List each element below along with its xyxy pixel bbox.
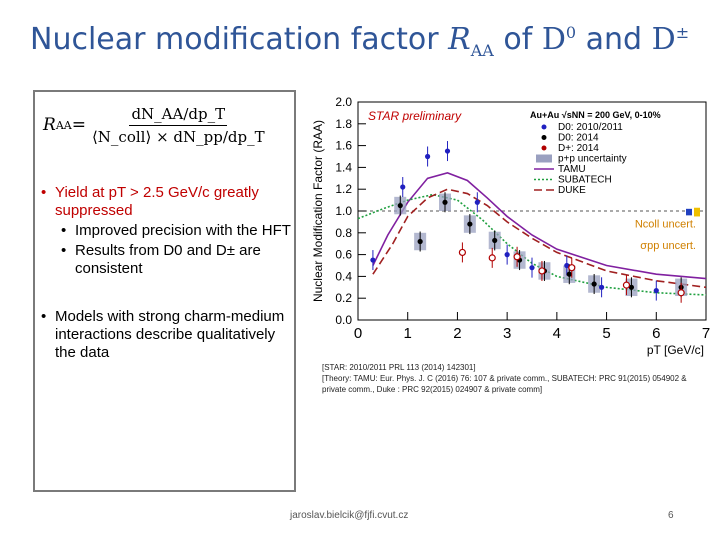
y-tick-label: 0.8 bbox=[335, 226, 352, 240]
spp-uncert-label: σpp uncert. bbox=[640, 240, 696, 252]
data-point-dplus bbox=[488, 254, 496, 262]
bullet-suppression: Yield at pT > 2.5 GeV/c greatly suppress… bbox=[41, 184, 293, 220]
ref-star: [STAR: 2010/2011 PRL 113 (2014) 142301] bbox=[322, 363, 476, 372]
bullet-list: Yield at pT > 2.5 GeV/c greatly suppress… bbox=[41, 184, 293, 362]
data-point-dplus bbox=[677, 289, 685, 297]
y-tick-label: 2.0 bbox=[335, 95, 352, 109]
y-tick-label: 1.8 bbox=[335, 117, 352, 131]
data-point-d0-2014 bbox=[566, 271, 572, 277]
y-tick-label: 0.0 bbox=[335, 313, 352, 327]
system-label: Au+Au √sNN = 200 GeV, 0-10% bbox=[530, 110, 661, 120]
x-tick-label: 4 bbox=[553, 325, 561, 342]
content-box: RAA = dN_AA/dp_T ⟨N_coll⟩ × dN_pp/dp_T Y… bbox=[33, 90, 296, 492]
y-tick-label: 0.4 bbox=[335, 269, 352, 283]
data-point-d0-2010 bbox=[474, 199, 480, 205]
title-r: R bbox=[448, 22, 471, 57]
data-point-d0-2010 bbox=[400, 184, 406, 190]
formula-eq: = bbox=[71, 115, 86, 135]
formula-fraction: dN_AA/dp_T ⟨N_coll⟩ × dN_pp/dp_T bbox=[92, 105, 265, 146]
data-point-dplus bbox=[622, 281, 631, 289]
data-point-d0-2010 bbox=[425, 153, 431, 160]
formula-lhs-sub: AA bbox=[55, 118, 72, 132]
legend-label: D0: 2014 bbox=[558, 133, 599, 144]
legend-label: p+p uncertainty bbox=[558, 154, 627, 165]
data-point-d0-2014 bbox=[442, 199, 448, 205]
bullet-models: Models with strong charm-medium interact… bbox=[41, 308, 293, 362]
y-tick-label: 1.0 bbox=[335, 204, 352, 218]
title-r-sub: AA bbox=[470, 41, 494, 60]
data-point-d0-2014 bbox=[492, 237, 498, 244]
title-prefix: Nuclear modification factor bbox=[30, 22, 449, 57]
slide-title: Nuclear modification factor RAA of D0 an… bbox=[30, 22, 710, 82]
data-point-d0-2014 bbox=[397, 202, 403, 209]
legend-marker bbox=[541, 145, 547, 151]
y-tick-label: 0.6 bbox=[335, 248, 352, 262]
references: [STAR: 2010/2011 PRL 113 (2014) 142301] … bbox=[322, 362, 702, 395]
data-point-d0-2010 bbox=[504, 252, 510, 258]
spp-bar bbox=[694, 207, 700, 217]
y-tick-label: 1.4 bbox=[335, 160, 352, 174]
data-point-dplus bbox=[568, 264, 576, 272]
page-number: 6 bbox=[668, 510, 674, 521]
x-tick-label: 3 bbox=[503, 325, 511, 342]
legend-label: SUBATECH bbox=[558, 175, 612, 186]
data-point-d0-2010 bbox=[370, 257, 376, 263]
data-point-d0-2010 bbox=[653, 287, 659, 294]
y-tick-label: 1.6 bbox=[335, 139, 352, 153]
legend-marker bbox=[541, 124, 547, 130]
data-point-dplus bbox=[513, 253, 521, 261]
y-tick-label: 1.2 bbox=[335, 182, 352, 196]
legend-box bbox=[536, 154, 552, 163]
x-tick-label: 0 bbox=[354, 325, 362, 342]
data-point-d0-2014 bbox=[628, 284, 635, 290]
data-point-d0-2010 bbox=[599, 284, 605, 290]
title-and: and bbox=[576, 22, 652, 57]
data-point-d0-2014 bbox=[467, 221, 473, 227]
title-d0-sup: 0 bbox=[565, 23, 577, 42]
legend-marker bbox=[541, 135, 547, 140]
raa-chart: 0 1 2 3 4 5 6 7 0.0 0.2 0.4 0.6 0.8 1.0 1.2 1.4 1.6 1.8 2.… bbox=[311, 95, 710, 357]
x-axis-label: pT [GeV/c] bbox=[647, 343, 704, 357]
model-duke bbox=[372, 188, 707, 289]
formula-denominator: ⟨N_coll⟩ × dN_pp/dp_T bbox=[91, 127, 265, 146]
data-point-d0-2010 bbox=[444, 148, 451, 154]
x-tick-label: 5 bbox=[602, 325, 610, 342]
ncoll-bar bbox=[686, 208, 692, 216]
sub-bullet-hft: Improved precision with the HFT bbox=[41, 222, 293, 240]
footer-email: jaroslav.bielcik@fjfi.cvut.cz bbox=[290, 510, 409, 521]
ncoll-uncert-label: Ncoll uncert. bbox=[635, 218, 696, 230]
sub-bullet-consistent: Results from D0 and D± are consistent bbox=[41, 242, 293, 278]
legend-label: TAMU bbox=[558, 164, 586, 175]
title-dpm: D bbox=[651, 22, 676, 57]
model-tamu bbox=[372, 172, 707, 280]
title-of: of bbox=[493, 22, 542, 57]
y-tick-label: 0.2 bbox=[335, 291, 352, 305]
x-tick-label: 1 bbox=[404, 325, 412, 342]
data-point-dplus bbox=[538, 267, 546, 275]
legend-label: DUKE bbox=[558, 185, 586, 196]
title-d0: D bbox=[541, 22, 566, 57]
y-axis-label: Nuclear Modification Factor (RAA) bbox=[311, 120, 325, 302]
data-point-d0-2010 bbox=[529, 265, 535, 271]
x-tick-label: 2 bbox=[453, 325, 461, 342]
chart-title: STAR preliminary bbox=[368, 109, 462, 123]
ref-theory: [Theory: TAMU: Eur. Phys. J. C (2016) 76… bbox=[322, 374, 687, 394]
title-dpm-sup: ± bbox=[675, 23, 690, 42]
data-point-d0-2010 bbox=[564, 262, 570, 269]
raa-formula: R AA = dN_AA/dp_T ⟨N_coll⟩ × dN_pp/dp_T bbox=[43, 100, 291, 150]
x-tick-label: 6 bbox=[652, 325, 660, 342]
formula-lhs: R bbox=[43, 115, 56, 135]
legend-label: D0: 2010/2011 bbox=[558, 122, 623, 133]
formula-numerator: dN_AA/dp_T bbox=[129, 105, 228, 126]
legend-label: D+: 2014 bbox=[558, 143, 599, 154]
data-point-dplus bbox=[458, 248, 466, 257]
data-point-d0-2014 bbox=[417, 238, 423, 245]
x-tick-label: 7 bbox=[702, 325, 710, 342]
data-point-d0-2014 bbox=[591, 281, 597, 287]
